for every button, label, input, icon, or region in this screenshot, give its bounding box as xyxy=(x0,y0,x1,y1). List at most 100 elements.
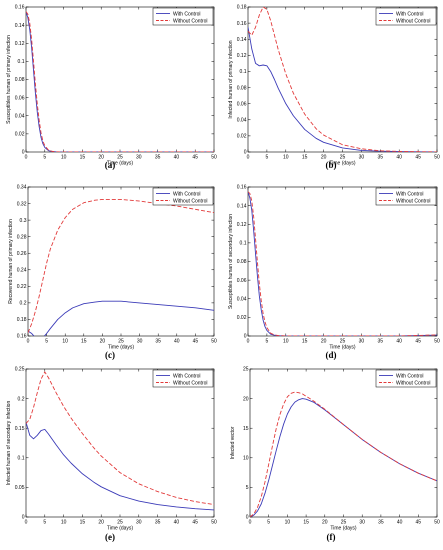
y-tick-label: 0.34 xyxy=(17,185,27,191)
y-tick-label: 0.02 xyxy=(237,315,247,321)
y-tick-label: 0.2 xyxy=(18,396,25,402)
chart-panel-2: 0 5 10 15 20 25 30 35 40 45 50 0 0.02 0.04 0.06 0.08 0.1… xyxy=(228,5,440,170)
panel-label: (d) xyxy=(326,350,337,360)
x-tick-label: 15 xyxy=(302,339,308,345)
x-tick-label: 35 xyxy=(155,520,161,526)
x-tick-label: 50 xyxy=(434,520,440,526)
legend-label: Without Control xyxy=(396,198,430,204)
x-tick-label: 35 xyxy=(378,339,384,345)
y-tick-label: 0.02 xyxy=(15,132,25,138)
y-tick-label: 0 xyxy=(244,334,247,340)
chart-panel-4: 0 5 10 15 20 25 30 35 40 45 50 0 0.02 0.04 0.06 0.08 0.1… xyxy=(228,185,440,360)
x-tick-label: 15 xyxy=(302,155,308,161)
x-tick-label: 30 xyxy=(359,520,365,526)
y-tick-label: 0.15 xyxy=(15,426,25,432)
y-tick-label: 0.06 xyxy=(15,95,25,101)
y-tick-label: 10 xyxy=(243,456,249,462)
x-tick-label: 35 xyxy=(155,339,161,345)
y-axis-label: Susceptibles human of primary infection xyxy=(6,35,12,124)
panel-label: (b) xyxy=(326,160,337,170)
x-tick-label: 45 xyxy=(192,155,198,161)
legend-label: Without Control xyxy=(173,380,207,386)
legend-label: Without Control xyxy=(173,18,207,24)
plot-area xyxy=(27,186,215,337)
legend-label: With Control xyxy=(173,373,201,379)
x-tick-label: 40 xyxy=(397,520,403,526)
x-tick-label: 25 xyxy=(341,520,347,526)
x-tick-label: 40 xyxy=(174,520,180,526)
legend-label: With Control xyxy=(396,11,424,17)
x-tick-label: 30 xyxy=(359,339,365,345)
x-tick-label: 40 xyxy=(396,339,402,345)
x-tick-label: 50 xyxy=(211,520,217,526)
y-tick-label: 0.22 xyxy=(17,284,27,290)
y-tick-label: 0 xyxy=(22,150,25,156)
x-tick-label: 0 xyxy=(247,155,250,161)
y-tick-label: 0.06 xyxy=(237,278,247,284)
x-tick-label: 30 xyxy=(136,520,142,526)
x-axis-label: Time (days) xyxy=(329,345,356,351)
chart-panel-5: 0 5 10 15 20 25 30 35 40 45 50 0 0.05 0.1 0.15 0.2 0.25 T… xyxy=(6,367,217,542)
x-tick-label: 25 xyxy=(340,155,346,161)
y-tick-label: 0.16 xyxy=(15,5,25,11)
series-line-without-control xyxy=(26,11,214,152)
series-line-without-control xyxy=(26,371,214,506)
y-tick-label: 0.32 xyxy=(17,201,27,207)
legend-label: With Control xyxy=(396,191,424,197)
y-tick-label: 0 xyxy=(246,515,249,521)
y-tick-label: 25 xyxy=(243,367,249,373)
x-tick-label: 35 xyxy=(378,155,384,161)
x-tick-label: 45 xyxy=(193,339,199,345)
plot-area xyxy=(25,6,215,153)
x-axis-label: Time (days) xyxy=(330,526,357,532)
x-tick-label: 20 xyxy=(100,339,106,345)
y-tick-label: 0.05 xyxy=(15,485,25,491)
x-tick-label: 25 xyxy=(118,339,124,345)
y-tick-label: 20 xyxy=(243,396,249,402)
x-tick-label: 25 xyxy=(117,155,123,161)
y-tick-label: 0 xyxy=(22,515,25,521)
x-tick-label: 30 xyxy=(359,155,365,161)
x-tick-label: 35 xyxy=(378,520,384,526)
x-tick-label: 30 xyxy=(137,339,143,345)
y-tick-label: 0.1 xyxy=(18,59,25,65)
x-tick-label: 10 xyxy=(61,520,67,526)
x-tick-label: 0 xyxy=(25,520,28,526)
y-tick-label: 0 xyxy=(244,150,247,156)
x-tick-label: 40 xyxy=(174,339,180,345)
x-tick-label: 20 xyxy=(98,155,104,161)
series-line-with-control xyxy=(248,27,437,152)
x-tick-label: 45 xyxy=(416,520,422,526)
y-tick-label: 0.3 xyxy=(20,218,27,224)
chart-panel-1: 0 5 10 15 20 25 30 35 40 45 50 0 0.02 0.04 0.06 0.08 0.1… xyxy=(6,5,217,170)
x-tick-label: 50 xyxy=(211,339,217,345)
x-tick-label: 20 xyxy=(322,520,328,526)
x-tick-label: 30 xyxy=(136,155,142,161)
legend-label: Without Control xyxy=(173,198,207,204)
y-tick-label: 0.12 xyxy=(15,41,25,47)
y-axis-label: Susceptibles human of secondary infectio… xyxy=(228,214,234,309)
x-axis-label: Time (days) xyxy=(107,161,134,167)
x-tick-label: 5 xyxy=(45,339,48,345)
series-line-without-control xyxy=(250,391,437,517)
y-tick-label: 0.12 xyxy=(237,222,247,228)
y-tick-label: 0.02 xyxy=(237,134,247,140)
y-tick-label: 0.08 xyxy=(237,85,247,91)
y-tick-label: 0.18 xyxy=(237,5,247,11)
plot-area xyxy=(249,368,438,518)
y-tick-label: 0.24 xyxy=(17,267,27,273)
y-tick-label: 5 xyxy=(246,485,249,491)
x-tick-label: 50 xyxy=(434,339,440,345)
y-tick-label: 0.08 xyxy=(15,77,25,83)
series-line-with-control xyxy=(26,422,214,511)
y-tick-label: 0.12 xyxy=(237,53,247,59)
x-tick-label: 10 xyxy=(283,155,289,161)
panel-label: (f) xyxy=(327,532,336,542)
x-tick-label: 10 xyxy=(61,155,67,161)
x-tick-label: 25 xyxy=(340,339,346,345)
